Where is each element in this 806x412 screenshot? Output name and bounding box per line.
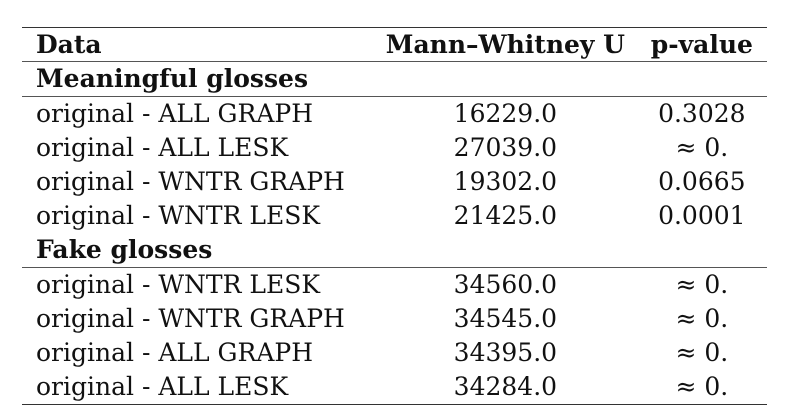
data-cell: original - ALL GRAPH [36, 99, 314, 128]
header-p-value: p-value [636, 27, 767, 62]
p-value-cell: 0.0665 [658, 167, 746, 196]
section-header-row: Fake glosses [22, 233, 767, 268]
data-cell: original - ALL GRAPH [36, 338, 314, 367]
table-body: Meaningful glosses original - ALL GRAPH … [22, 61, 767, 405]
header-row: Data Mann–Whitney U p-value [22, 27, 767, 62]
u-cell: 34395.0 [453, 338, 558, 367]
u-cell: 16229.0 [453, 99, 558, 128]
data-cell: original - ALL LESK [22, 370, 375, 405]
table-row: original - WNTR LESK 21425.0 0.0001 [22, 199, 767, 233]
u-cell: 34545.0 [453, 304, 558, 333]
data-cell: original - WNTR LESK [36, 270, 321, 299]
section-title: Fake glosses [22, 233, 767, 268]
table-row: original - ALL GRAPH 34395.0 ≈ 0. [22, 336, 767, 370]
u-cell: 34560.0 [453, 270, 558, 299]
table-row: original - WNTR LESK 34560.0 ≈ 0. [22, 268, 767, 303]
section-title: Meaningful glosses [22, 61, 767, 97]
table-header: Data Mann–Whitney U p-value [22, 27, 767, 62]
table-row: original - WNTR GRAPH 34545.0 ≈ 0. [22, 302, 767, 336]
p-value-cell: ≈ 0. [675, 338, 729, 367]
section-header-row: Meaningful glosses [22, 61, 767, 97]
table-row: original - ALL GRAPH 16229.0 0.3028 [22, 97, 767, 132]
data-cell: original - WNTR GRAPH [36, 167, 345, 196]
data-cell: original - ALL LESK [36, 133, 289, 162]
header-mann-whitney-u: Mann–Whitney U [374, 27, 637, 62]
table-row: original - ALL LESK 34284.0 ≈ 0. [22, 370, 767, 405]
p-value-cell: 0.0001 [658, 201, 746, 230]
table-row: original - WNTR GRAPH 19302.0 0.0665 [22, 165, 767, 199]
header-data: Data [22, 27, 375, 62]
u-cell: 27039.0 [453, 133, 558, 162]
p-value-cell: ≈ 0. [675, 270, 729, 299]
p-value-cell: ≈ 0. [675, 304, 729, 333]
u-cell: 19302.0 [453, 167, 558, 196]
p-value-cell: 0.3028 [658, 99, 746, 128]
results-table: Data Mann–Whitney U p-value Meaningful g… [22, 27, 767, 405]
data-cell: original - WNTR GRAPH [36, 304, 345, 333]
table-row: original - ALL LESK 27039.0 ≈ 0. [22, 131, 767, 165]
u-cell: 21425.0 [453, 201, 558, 230]
p-value-cell: ≈ 0. [675, 133, 729, 162]
data-cell: original - WNTR LESK [36, 201, 321, 230]
p-value-cell: ≈ 0. [636, 370, 767, 405]
results-table-container: Data Mann–Whitney U p-value Meaningful g… [22, 27, 767, 405]
u-cell: 34284.0 [374, 370, 637, 405]
